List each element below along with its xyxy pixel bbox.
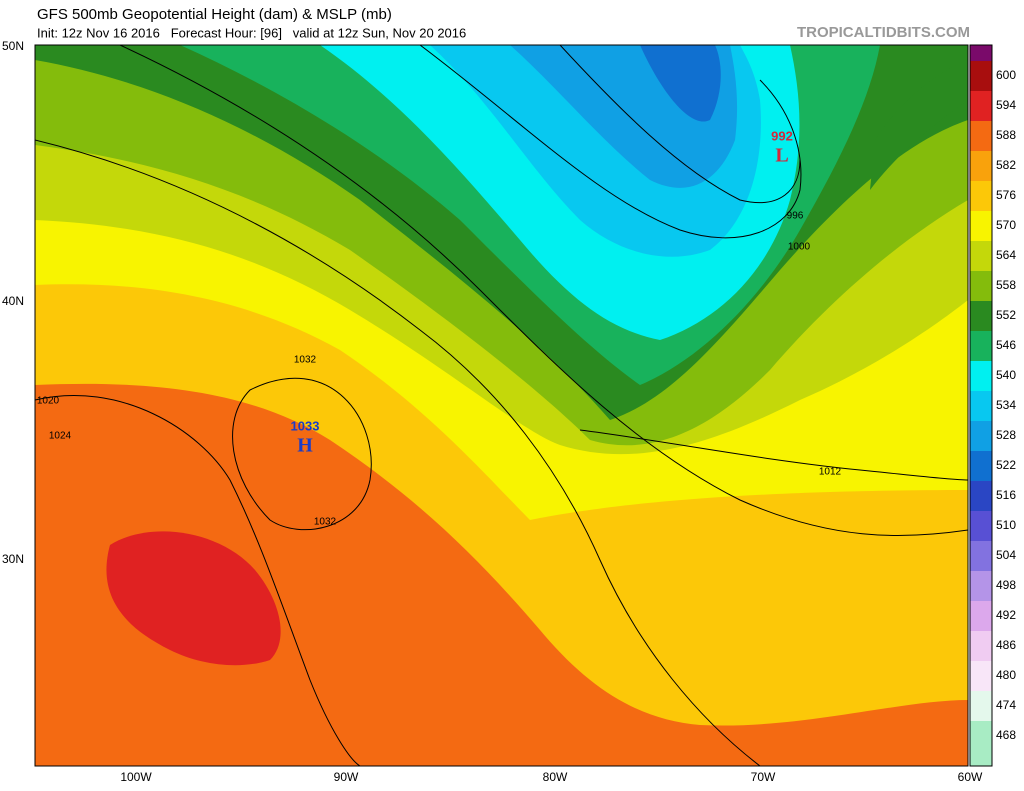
pressure-letter: H [297,435,313,457]
contour-label: 1000 [788,242,811,253]
contour-label: 1020 [37,396,60,407]
colorbar-label: 540 [996,368,1016,382]
colorbar-swatch [970,61,992,91]
colorbar-label: 570 [996,218,1016,232]
colorbar-label: 564 [996,248,1016,262]
band-552-east [870,60,968,190]
colorbar-swatch [970,211,992,241]
colorbar-swatch [970,571,992,601]
title: GFS 500mb Geopotential Height (dam) & MS… [37,6,392,23]
colorbar-swatch [970,541,992,571]
band-594 [106,531,281,666]
colorbar-swatch [970,151,992,181]
colorbar-label: 546 [996,338,1016,352]
colorbar-label: 504 [996,548,1016,562]
colorbar-label: 534 [996,398,1016,412]
colorbar-swatch [970,181,992,211]
colorbar-swatch [970,301,992,331]
isobar [419,45,802,239]
band-522 [640,45,721,122]
isobar [35,395,361,766]
colorbar-label: 552 [996,308,1016,322]
colorbar-swatch [970,421,992,451]
colorbar-swatch [970,45,992,61]
pressure-value: 992 [771,128,793,143]
colorbar-label: 480 [996,668,1016,682]
colorbar-label: 510 [996,518,1016,532]
pressure-value: 1033 [291,418,320,433]
lat-label: 50N [2,39,24,53]
contour-label: 996 [787,211,804,222]
colorbar-swatch [970,121,992,151]
subtitle: Init: 12z Nov 16 2016 Forecast Hour: [96… [37,25,466,40]
colorbar-swatch [970,691,992,721]
colorbar-label: 516 [996,488,1016,502]
colorbar-swatch [970,241,992,271]
pressure-letter: L [775,145,788,167]
colorbar-label: 474 [996,698,1016,712]
colorbar-swatch [970,751,992,766]
colorbar-swatch [970,331,992,361]
lon-label: 80W [543,770,568,784]
colorbar-label: 588 [996,128,1016,142]
isobar [579,429,968,481]
colorbar-label: 498 [996,578,1016,592]
colorbar-swatch [970,601,992,631]
colorbar-label: 582 [996,158,1016,172]
colorbar-label: 522 [996,458,1016,472]
lat-label: 40N [2,294,24,308]
isobar [35,139,761,766]
colorbar-swatch [970,721,992,751]
lat-label: 30N [2,552,24,566]
lon-label: 90W [334,770,359,784]
colorbar-label: 600 [996,68,1016,82]
colorbar-swatch [970,271,992,301]
colorbar-label: 558 [996,278,1016,292]
colorbar-swatch [970,361,992,391]
colorbar-swatch [970,481,992,511]
lon-label: 100W [120,770,152,784]
colorbar-swatch [970,91,992,121]
lon-label: 60W [958,770,983,784]
isobar [559,45,801,204]
brand: TROPICALTIDBITS.COM [797,24,970,41]
isobar [119,45,968,537]
colorbar-frame [969,44,993,767]
colorbar-label: 594 [996,98,1016,112]
contour-label: 1032 [294,355,317,366]
map-frame [34,44,969,767]
colorbar-label: 468 [996,728,1016,742]
colorbar-swatch [970,391,992,421]
colorbar-label: 492 [996,608,1016,622]
contour-label: 1024 [49,431,72,442]
contour-label: 1012 [819,467,842,478]
colorbar-swatch [970,631,992,661]
colorbar-swatch [970,511,992,541]
contour-label: 1032 [314,517,337,528]
colorbar-swatch [970,451,992,481]
colorbar-swatch [970,661,992,691]
isobar [232,377,372,531]
colorbar-label: 486 [996,638,1016,652]
colorbar-label: 576 [996,188,1016,202]
lon-label: 70W [751,770,776,784]
map-area [35,45,968,766]
colorbar-label: 528 [996,428,1016,442]
